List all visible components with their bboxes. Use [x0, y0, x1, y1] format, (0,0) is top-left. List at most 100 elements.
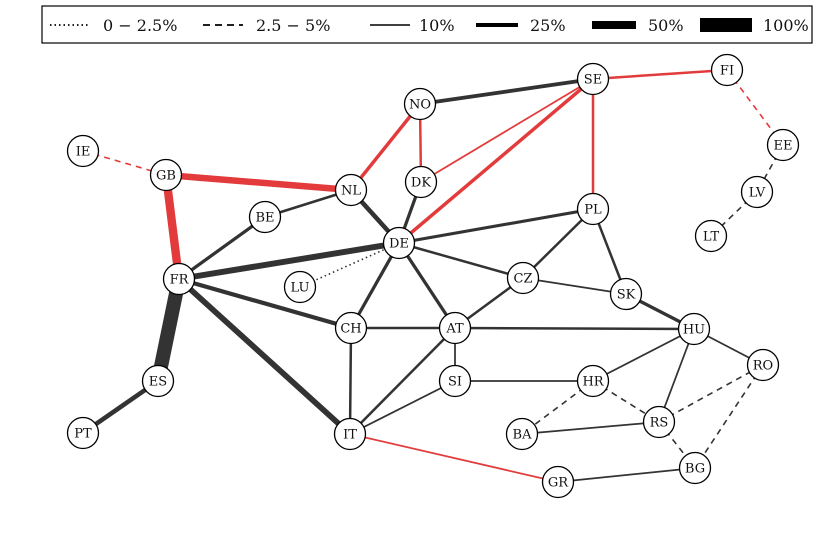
- node-circle: [609, 277, 643, 311]
- node-label: IE: [76, 145, 91, 160]
- node-label: BG: [685, 462, 705, 477]
- node-circle: [746, 348, 780, 382]
- node-circle: [766, 128, 800, 162]
- node-label: ES: [149, 375, 167, 390]
- node-label: CH: [340, 322, 361, 337]
- node-gr: GR: [541, 465, 575, 499]
- legend-label-100: 100%: [763, 16, 809, 35]
- legend-label-25: 25%: [530, 16, 566, 35]
- node-label: NL: [341, 184, 361, 199]
- node-it: IT: [333, 417, 367, 451]
- node-rs: RS: [642, 405, 676, 439]
- node-label: SE: [584, 73, 602, 88]
- edge-bg-gr: [557, 467, 696, 483]
- node-circle: [283, 270, 317, 304]
- edge-gb-nl: [165, 171, 352, 194]
- node-label: SI: [448, 375, 462, 390]
- node-pl: PL: [576, 192, 610, 226]
- node-label: AT: [445, 322, 464, 337]
- edge-ch-it: [348, 327, 353, 435]
- node-circle: [694, 219, 728, 253]
- node-label: HU: [683, 323, 705, 338]
- node-circle: [505, 417, 539, 451]
- edge-at-hu: [454, 326, 695, 331]
- node-ie: IE: [66, 134, 100, 168]
- node-si: SI: [438, 364, 472, 398]
- node-label: RS: [650, 416, 669, 431]
- node-label: EE: [774, 139, 793, 154]
- node-circle: [576, 62, 610, 96]
- node-circle: [248, 200, 282, 234]
- edge-fr-de: [178, 240, 400, 282]
- edge-cz-sk: [522, 277, 627, 295]
- edge-rs-ro: [658, 364, 764, 423]
- edge-lu-de: [299, 242, 400, 288]
- edge-hu-hr: [592, 328, 695, 382]
- node-circle: [677, 312, 711, 346]
- edge-de-pl: [398, 207, 594, 245]
- node-circle: [506, 261, 540, 295]
- node-circle: [149, 158, 183, 192]
- edge-be-fr: [178, 215, 266, 281]
- node-circle: [710, 53, 744, 87]
- node-circle: [141, 364, 175, 398]
- legend-box: [41, 5, 813, 44]
- node-se: SE: [576, 62, 610, 96]
- edge-ro-bg: [694, 364, 764, 469]
- node-label: BA: [513, 428, 533, 443]
- node-fr: FR: [162, 262, 196, 296]
- node-label: FR: [170, 273, 190, 288]
- legend-label-dotted: 0 − 2.5%: [103, 16, 177, 35]
- node-label: NO: [409, 98, 431, 113]
- node-pt: PT: [66, 416, 100, 450]
- node-circle: [66, 134, 100, 168]
- node-circle: [438, 364, 472, 398]
- node-circle: [66, 416, 100, 450]
- node-label: BE: [255, 211, 274, 226]
- node-bg: BG: [678, 451, 712, 485]
- node-label: DE: [389, 237, 409, 252]
- node-circle: [678, 451, 712, 485]
- node-be: BE: [248, 200, 282, 234]
- node-hu: HU: [677, 312, 711, 346]
- edge-gb-fr: [161, 174, 184, 280]
- node-label: LT: [703, 230, 720, 245]
- edge-se-dk: [420, 78, 594, 183]
- edge-no-se: [419, 77, 594, 106]
- edge-fr-ch: [178, 276, 352, 331]
- node-ee: EE: [766, 128, 800, 162]
- node-cz: CZ: [506, 261, 540, 295]
- legend-label-dashed: 2.5 − 5%: [256, 16, 330, 35]
- edge-fr-es: [151, 277, 186, 383]
- edge-at-it: [349, 327, 456, 435]
- node-label: GR: [548, 476, 569, 491]
- node-label: PL: [584, 203, 602, 218]
- legend: 0 − 2.5% 2.5 − 5% 10% 25% 50% 100%: [41, 5, 813, 44]
- edge-se-fi: [592, 68, 728, 81]
- edge-hu-rs: [658, 328, 695, 423]
- node-circle: [642, 405, 676, 439]
- node-ch: CH: [334, 311, 368, 345]
- edge-de-at: [397, 242, 457, 329]
- edge-de-cz: [398, 241, 524, 280]
- node-lu: LU: [283, 270, 317, 304]
- node-circle: [382, 226, 416, 260]
- node-de: DE: [382, 226, 416, 260]
- node-circle: [740, 175, 774, 209]
- node-no: NO: [403, 87, 437, 121]
- node-circle: [541, 465, 575, 499]
- edge-fr-it: [177, 276, 352, 437]
- node-circle: [438, 311, 472, 345]
- node-ro: RO: [746, 348, 780, 382]
- legend-label-50: 50%: [648, 16, 684, 35]
- node-circle: [403, 87, 437, 121]
- node-circle: [576, 364, 610, 398]
- node-fi: FI: [710, 53, 744, 87]
- node-circle: [333, 417, 367, 451]
- node-circle: [404, 165, 438, 199]
- node-hr: HR: [576, 364, 610, 398]
- edge-si-it: [349, 380, 456, 435]
- node-gb: GB: [149, 158, 183, 192]
- node-label: HR: [582, 375, 604, 390]
